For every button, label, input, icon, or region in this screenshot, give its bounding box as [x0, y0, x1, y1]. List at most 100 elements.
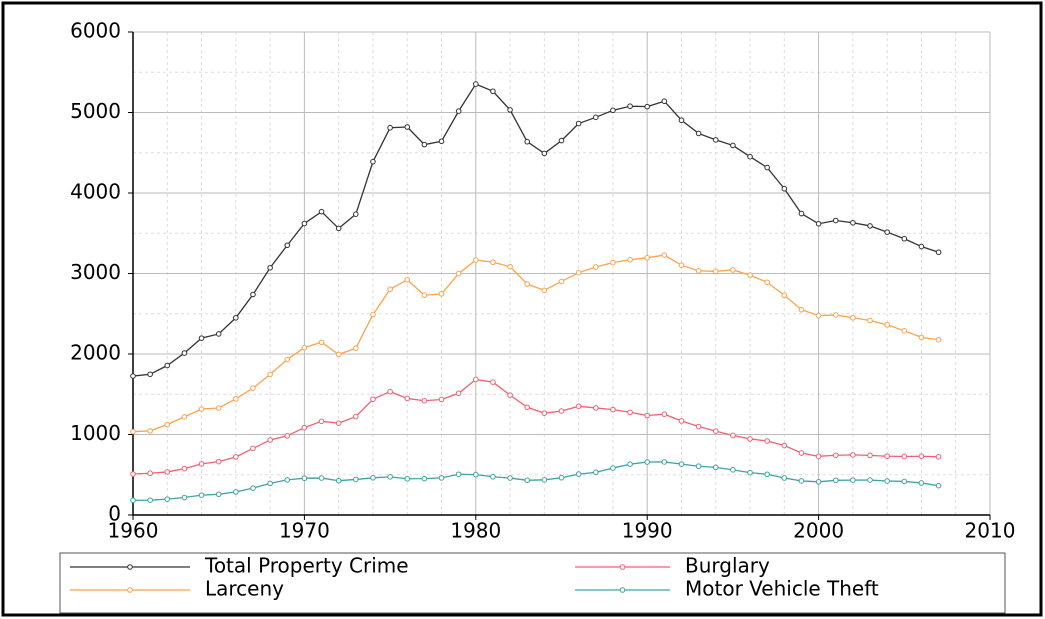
- data-point: [147, 428, 153, 434]
- data-point: [661, 98, 668, 105]
- data-point: [627, 461, 633, 468]
- legend-label: Larceny: [205, 577, 284, 601]
- data-point: [215, 405, 222, 411]
- data-point: [935, 453, 942, 460]
- legend-marker: [619, 564, 626, 570]
- data-point: [335, 225, 342, 232]
- data-point: [884, 229, 890, 235]
- data-point: [850, 452, 856, 458]
- data-point: [712, 428, 719, 434]
- y-tick-label: 5000: [70, 99, 121, 123]
- legend-label: Motor Vehicle Theft: [685, 577, 879, 601]
- data-point: [318, 208, 325, 215]
- data-point: [627, 103, 633, 110]
- data-point: [541, 287, 548, 294]
- data-point: [198, 335, 205, 341]
- data-point: [507, 263, 513, 270]
- data-point: [267, 371, 273, 378]
- series-line: [132, 254, 939, 433]
- data-point: [764, 164, 770, 171]
- data-point: [815, 312, 822, 319]
- data-point: [712, 464, 719, 471]
- x-tick-label: 1960: [108, 519, 159, 543]
- data-point: [558, 408, 565, 414]
- data-point: [215, 491, 222, 498]
- data-point: [301, 344, 308, 351]
- data-point: [524, 404, 531, 411]
- y-tick-label: 1000: [70, 421, 121, 445]
- data-point: [370, 396, 376, 403]
- x-tick-label: 1980: [450, 519, 501, 543]
- data-point: [712, 268, 719, 275]
- data-point: [592, 469, 599, 476]
- data-point: [884, 322, 890, 328]
- data-point: [473, 376, 479, 383]
- data-point: [507, 392, 513, 398]
- data-point: [455, 390, 462, 397]
- data-point: [164, 469, 171, 475]
- data-point: [318, 339, 325, 346]
- data-point: [558, 278, 565, 285]
- data-point: [490, 379, 496, 385]
- data-point: [781, 475, 788, 481]
- data-point: [661, 252, 668, 258]
- data-point: [627, 409, 633, 416]
- data-point: [353, 345, 359, 352]
- data-point: [850, 477, 856, 483]
- data-point: [250, 485, 256, 491]
- data-point: [335, 420, 342, 426]
- y-tick-label: 2000: [70, 341, 121, 365]
- y-tick-label: 3000: [70, 260, 121, 284]
- data-point: [832, 477, 839, 484]
- x-tick-label: 1990: [622, 519, 673, 543]
- data-point: [730, 467, 736, 473]
- data-point: [421, 397, 428, 404]
- data-point: [507, 475, 513, 481]
- data-point: [730, 142, 736, 149]
- data-point: [592, 405, 599, 411]
- data-point: [421, 141, 428, 148]
- data-point: [387, 124, 393, 131]
- data-point: [867, 317, 873, 324]
- data-point: [250, 291, 256, 298]
- data-point: [575, 403, 582, 410]
- data-point: [250, 385, 256, 391]
- legend-label: Burglary: [685, 554, 770, 578]
- data-point: [267, 437, 273, 443]
- legend-marker: [619, 587, 626, 593]
- data-point: [541, 410, 548, 416]
- data-point: [404, 395, 411, 402]
- data-point: [918, 334, 925, 341]
- data-point: [267, 264, 273, 271]
- data-point: [490, 259, 496, 266]
- data-point: [558, 137, 565, 144]
- data-point: [661, 459, 668, 465]
- data-point: [558, 474, 565, 481]
- data-point: [164, 496, 171, 502]
- data-point: [198, 406, 205, 412]
- data-point: [730, 432, 736, 439]
- data-point: [832, 452, 839, 459]
- data-point: [747, 469, 753, 476]
- data-point: [455, 471, 462, 478]
- data-point: [473, 81, 479, 87]
- data-point: [695, 130, 702, 137]
- data-point: [507, 107, 513, 113]
- data-point: [233, 454, 239, 460]
- legend: Total Property Crime Burglary Larceny Motor…: [70, 554, 879, 601]
- data-point: [901, 328, 908, 334]
- data-point: [850, 314, 856, 321]
- data-point: [575, 269, 582, 276]
- data-point: [592, 264, 599, 270]
- data-point: [678, 418, 685, 424]
- data-point: [198, 461, 205, 467]
- data-point: [935, 249, 942, 256]
- data-point: [301, 424, 308, 431]
- data-point: [404, 124, 411, 130]
- data-point: [781, 185, 788, 192]
- data-point: [438, 291, 445, 297]
- data-point: [181, 350, 188, 356]
- data-point: [867, 223, 873, 229]
- data-point: [404, 475, 411, 482]
